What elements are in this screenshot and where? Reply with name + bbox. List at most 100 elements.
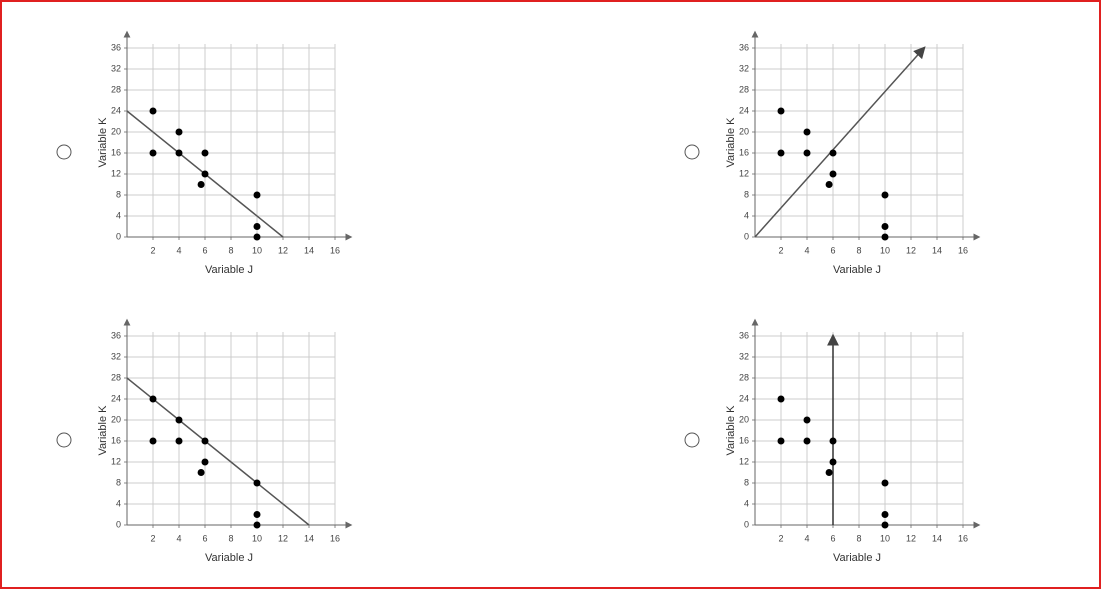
data-point bbox=[149, 395, 157, 403]
y-tick-label: 28 bbox=[739, 372, 749, 382]
x-axis-label: Variable J bbox=[205, 552, 253, 564]
y-tick-label: 28 bbox=[111, 372, 121, 382]
y-tick-label: 8 bbox=[744, 189, 749, 199]
data-point bbox=[253, 511, 261, 518]
y-tick-label: 36 bbox=[111, 330, 121, 340]
y-tick-label: 0 bbox=[116, 231, 121, 241]
data-point bbox=[149, 107, 157, 115]
x-tick-label: 6 bbox=[202, 245, 207, 255]
y-tick-label: 12 bbox=[111, 456, 121, 466]
y-tick-label: 0 bbox=[116, 519, 121, 529]
y-tick-label: 36 bbox=[111, 42, 121, 52]
data-point bbox=[825, 469, 833, 476]
x-tick-label: 10 bbox=[880, 245, 890, 255]
y-tick-label: 32 bbox=[111, 351, 121, 361]
x-axis-label: Variable J bbox=[205, 264, 253, 276]
y-tick-label: 24 bbox=[111, 105, 121, 115]
y-tick-label: 12 bbox=[739, 168, 749, 178]
y-axis-label: Variable K bbox=[97, 405, 109, 456]
x-tick-label: 14 bbox=[932, 245, 942, 255]
data-point bbox=[253, 223, 261, 230]
data-point bbox=[803, 128, 811, 136]
data-point bbox=[201, 170, 209, 178]
data-point bbox=[881, 521, 889, 529]
x-tick-label: 6 bbox=[202, 533, 207, 543]
data-point bbox=[829, 458, 837, 466]
y-tick-label: 32 bbox=[111, 63, 121, 73]
y-tick-label: 24 bbox=[111, 393, 121, 403]
data-point bbox=[197, 469, 205, 476]
radio-option[interactable] bbox=[56, 144, 72, 160]
y-tick-label: 4 bbox=[116, 210, 121, 220]
data-point bbox=[881, 233, 889, 241]
data-point bbox=[777, 107, 785, 115]
y-axis-label: Variable K bbox=[725, 117, 737, 168]
x-tick-label: 2 bbox=[150, 533, 155, 543]
x-tick-label: 8 bbox=[856, 533, 861, 543]
data-point bbox=[175, 128, 183, 136]
y-tick-label: 8 bbox=[744, 477, 749, 487]
y-tick-label: 36 bbox=[739, 330, 749, 340]
data-point bbox=[829, 170, 837, 178]
x-tick-label: 4 bbox=[804, 245, 809, 255]
y-tick-label: 16 bbox=[111, 435, 121, 445]
data-point bbox=[197, 181, 205, 188]
x-tick-label: 4 bbox=[176, 245, 181, 255]
y-tick-label: 0 bbox=[744, 519, 749, 529]
radio-option[interactable] bbox=[684, 432, 700, 448]
y-tick-label: 16 bbox=[111, 147, 121, 157]
trend-line bbox=[126, 377, 310, 526]
y-tick-label: 4 bbox=[116, 498, 121, 508]
x-tick-label: 10 bbox=[252, 533, 262, 543]
data-point bbox=[829, 437, 837, 445]
data-point bbox=[777, 149, 785, 157]
data-point bbox=[803, 149, 811, 157]
y-tick-label: 20 bbox=[111, 414, 121, 424]
data-point bbox=[803, 416, 811, 424]
data-point bbox=[201, 149, 209, 157]
x-tick-label: 2 bbox=[150, 245, 155, 255]
x-tick-label: 4 bbox=[176, 533, 181, 543]
y-tick-label: 24 bbox=[739, 393, 749, 403]
data-point bbox=[881, 191, 889, 199]
data-point bbox=[253, 233, 261, 241]
data-point bbox=[201, 437, 209, 445]
y-tick-label: 20 bbox=[111, 126, 121, 136]
y-tick-label: 20 bbox=[739, 414, 749, 424]
x-tick-label: 14 bbox=[304, 533, 314, 543]
data-point bbox=[803, 437, 811, 445]
x-tick-label: 12 bbox=[906, 533, 916, 543]
data-point bbox=[175, 416, 183, 424]
y-tick-label: 16 bbox=[739, 435, 749, 445]
data-point bbox=[777, 437, 785, 445]
radio-option[interactable] bbox=[56, 432, 72, 448]
y-tick-label: 8 bbox=[116, 477, 121, 487]
y-tick-label: 4 bbox=[744, 210, 749, 220]
y-tick-label: 8 bbox=[116, 189, 121, 199]
y-tick-label: 0 bbox=[744, 231, 749, 241]
x-tick-label: 8 bbox=[228, 245, 233, 255]
data-point bbox=[201, 458, 209, 466]
x-tick-label: 12 bbox=[906, 245, 916, 255]
x-axis-label: Variable J bbox=[833, 552, 881, 564]
radio-option[interactable] bbox=[684, 144, 700, 160]
data-point bbox=[175, 437, 183, 445]
x-axis-label: Variable J bbox=[833, 264, 881, 276]
y-tick-label: 12 bbox=[111, 168, 121, 178]
y-axis-label: Variable K bbox=[725, 405, 737, 456]
data-point bbox=[881, 511, 889, 518]
x-tick-label: 8 bbox=[228, 533, 233, 543]
y-tick-label: 24 bbox=[739, 105, 749, 115]
x-tick-label: 16 bbox=[958, 533, 968, 543]
x-tick-label: 16 bbox=[958, 245, 968, 255]
x-tick-label: 10 bbox=[252, 245, 262, 255]
data-point bbox=[253, 479, 261, 487]
y-tick-label: 4 bbox=[744, 498, 749, 508]
y-axis-label: Variable K bbox=[97, 117, 109, 168]
data-point bbox=[253, 191, 261, 199]
y-tick-label: 36 bbox=[739, 42, 749, 52]
x-tick-label: 10 bbox=[880, 533, 890, 543]
data-point bbox=[175, 149, 183, 157]
